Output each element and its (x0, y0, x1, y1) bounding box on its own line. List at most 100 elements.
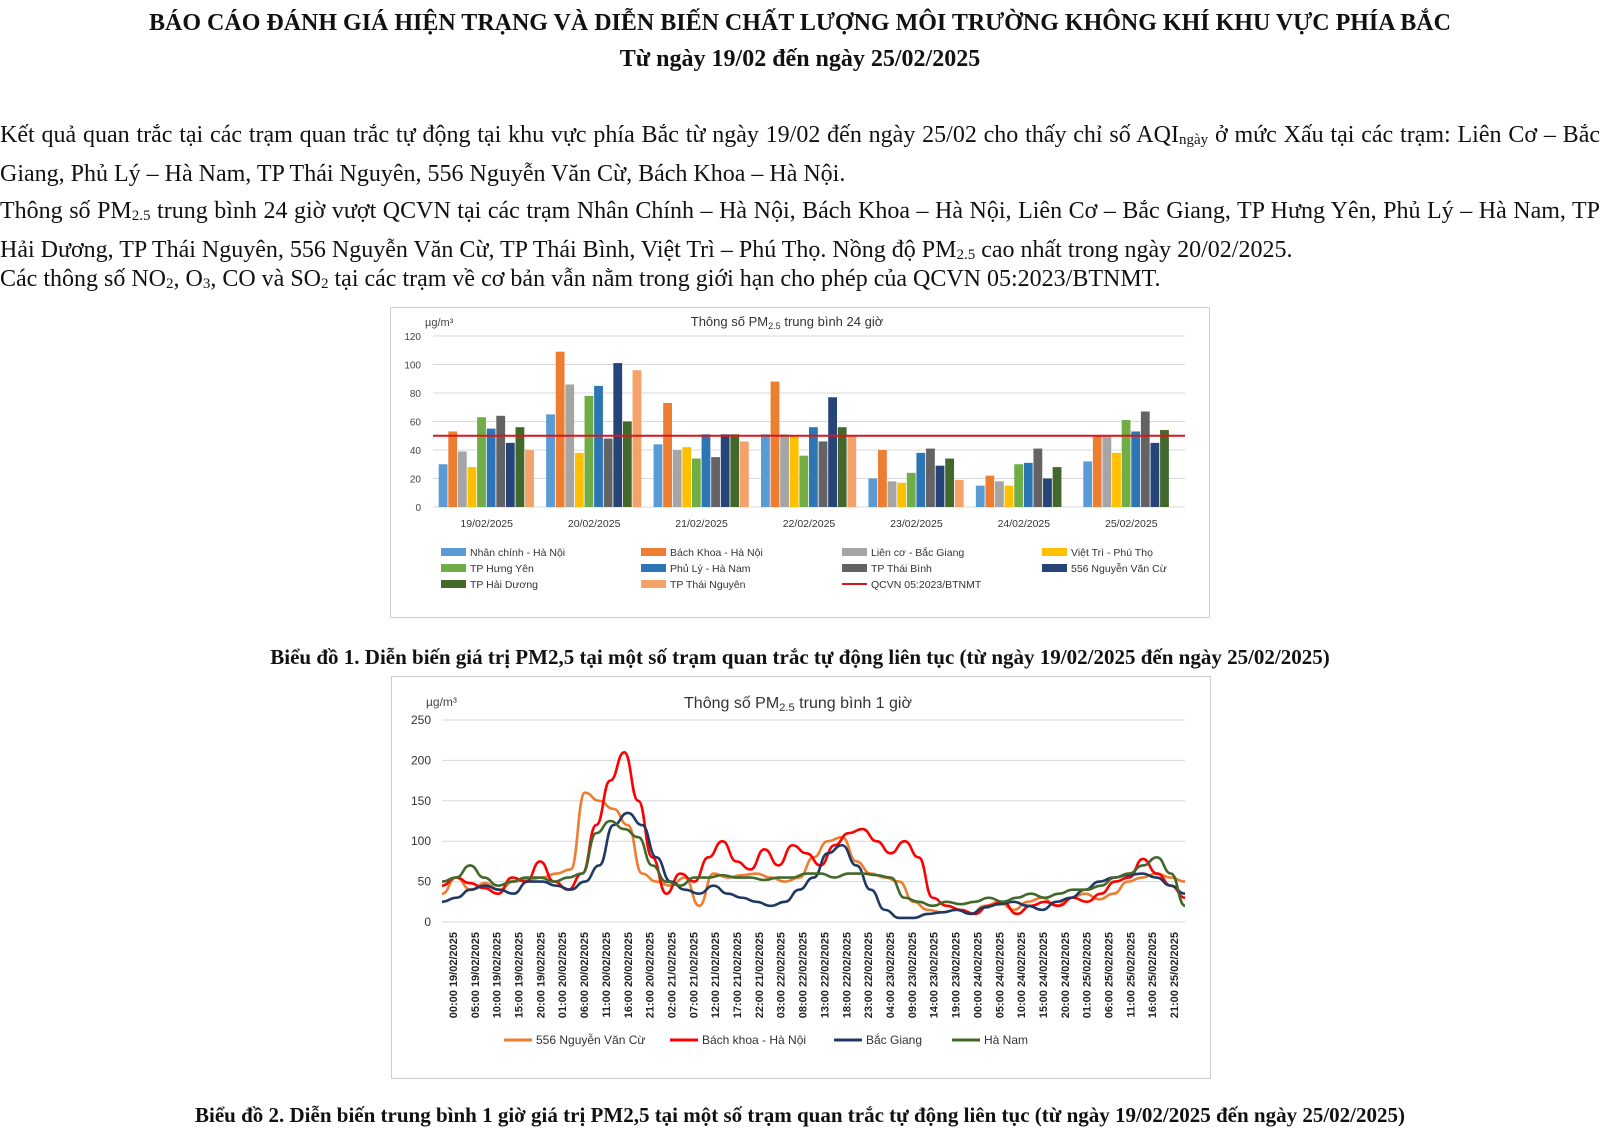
paragraph-other-params: Các thông số NO2, O3, CO và SO2 tại các … (0, 262, 1600, 301)
p3-subscript-3: 2 (321, 276, 329, 292)
chart1-bar (878, 450, 887, 507)
chart1-bar (1014, 464, 1024, 507)
chart1-bar (926, 448, 935, 507)
chart2-xtick: 05:00 24/02/2025 (994, 932, 1006, 1018)
chart1-bar (663, 402, 672, 507)
chart2-legend-label: Bách khoa - Hà Nội (702, 1033, 806, 1047)
chart2-xtick: 10:00 24/02/2025 (1016, 932, 1028, 1018)
chart1-ytick: 60 (410, 418, 422, 429)
chart1-legend-label: Nhân chính - Hà Nội (470, 547, 565, 559)
chart1-xtick: 23/02/2025 (890, 518, 943, 530)
chart1-ytick: 40 (410, 446, 422, 457)
chart1-bar (1083, 461, 1093, 507)
caption1-text-a: Biểu đồ 1. Diễn biến giá trị PM (270, 645, 548, 669)
chart1-bar (945, 458, 955, 507)
chart1-bar (828, 397, 837, 507)
chart1-bar (761, 434, 770, 507)
chart1-legend-label: TP Thái Bình (871, 563, 932, 575)
chart1-bar (1023, 462, 1033, 507)
chart2-xtick: 05:00 19/02/2025 (470, 932, 482, 1018)
chart1-bar (448, 431, 458, 507)
line-chart-svg: Thông số PM2.5 trung bình 1 giờ µg/m³ 0 50 1… (411, 695, 1186, 1047)
report-subtitle: Từ ngày 19/02 đến ngày 25/02/2025 (619, 46, 981, 72)
p3-text-b: , O (173, 266, 203, 292)
chart2-xtick: 01:00 25/02/2025 (1082, 932, 1094, 1018)
chart2-series-line (441, 811, 1186, 920)
chart1-bar (467, 467, 477, 507)
chart2-xtick: 12:00 21/02/2025 (710, 932, 722, 1018)
chart1-bar (555, 351, 565, 507)
chart2-xtick: 06:00 20/02/2025 (579, 932, 591, 1018)
chart1-bar (1004, 485, 1014, 507)
chart1-legend-swatch (441, 564, 466, 572)
chart1-xtick: 24/02/2025 (998, 518, 1051, 530)
chart2-ytick: 0 (424, 915, 431, 929)
chart1-bar (1033, 448, 1043, 507)
p3-subscript-2: 3 (202, 276, 211, 292)
chart2-xtick: 15:00 24/02/2025 (1038, 932, 1050, 1018)
chart1-bar (486, 428, 496, 507)
chart2-legend-label: Bắc Giang (866, 1032, 922, 1047)
chart1-bar (818, 441, 828, 507)
chart-pm25-1h: Thông số PM2.5 trung bình 1 giờ µg/m³ 0 50 1… (391, 676, 1211, 1079)
chart2-ytick: 100 (411, 834, 431, 848)
chart1-bar (847, 435, 857, 507)
chart1-bar (672, 450, 682, 507)
chart2-xtick: 23:00 22/02/2025 (863, 932, 875, 1018)
chart1-legend-swatch (641, 564, 666, 572)
chart1-xtick: 20/02/2025 (568, 518, 621, 530)
chart2-xtick: 11:00 25/02/2025 (1125, 932, 1137, 1018)
chart1-legend-label: Bách Khoa - Hà Nội (670, 547, 763, 559)
chart1-bar (565, 384, 575, 507)
chart2-ytick: 200 (411, 753, 431, 767)
chart1-bar (935, 465, 945, 507)
p1-text-b: ở mức Xấu tại các trạm: Liên Cơ – Bắc Gi… (0, 122, 1600, 187)
chart1-bar (897, 482, 907, 507)
chart2-xtick: 19:00 23/02/2025 (951, 932, 963, 1018)
chart2-xtick: 06:00 25/02/2025 (1104, 932, 1116, 1018)
chart1-bar (1140, 411, 1150, 507)
chart2-xtick: 01:00 20/02/2025 (557, 932, 569, 1018)
chart2-caption: Biểu đồ 2. Diễn biến trung bình 1 giờ gi… (0, 1101, 1600, 1129)
chart1-title: Thông số PM2.5 trung bình 24 giờ (691, 314, 884, 331)
chart2-xtick: 20:00 19/02/2025 (535, 932, 547, 1018)
chart2-xtick: 22:00 21/02/2025 (754, 932, 766, 1018)
chart2-title: Thông số PM2.5 trung bình 1 giờ (684, 695, 912, 714)
chart1-bar (1150, 442, 1160, 507)
chart1-bar (496, 415, 506, 507)
chart1-bar (574, 452, 584, 507)
chart2-xtick: 14:00 23/02/2025 (929, 932, 941, 1018)
chart2-ylabel: µg/m³ (426, 695, 457, 709)
chart1-ytick: 20 (410, 475, 422, 486)
chart2-xtick: 11:00 20/02/2025 (601, 932, 613, 1018)
chart1-bar (594, 385, 603, 507)
caption2-number: 2,5 (623, 1103, 650, 1127)
chart1-legend-swatch (1042, 548, 1067, 556)
chart1-ytick: 120 (404, 332, 421, 343)
paragraph-pm25: Thông số PM2.5 trung bình 24 giờ vượt QC… (0, 194, 1600, 272)
p3-text-d: tại các trạm về cơ bản vẫn nằm trong giớ… (328, 266, 1161, 292)
chart1-bar (954, 479, 964, 507)
p2-text-c: cao nhất trong ngày 20/02/2025. (975, 237, 1293, 263)
chart2-xtick: 02:00 21/02/2025 (666, 932, 678, 1018)
chart1-bar (780, 434, 789, 507)
chart1-legend-swatch (641, 548, 666, 556)
chart1-bar (809, 427, 818, 507)
caption1-text-b: tại một số trạm quan trắc tự động liên t… (574, 645, 1330, 669)
chart1-bar (682, 447, 692, 507)
chart1-bar (546, 414, 555, 507)
p2-subscript-1: 2.5 (131, 208, 151, 224)
chart1-bar (457, 451, 467, 507)
chart1-ylabel: µg/m³ (425, 317, 454, 329)
chart1-legend-swatch (1042, 564, 1067, 572)
p1-subscript: ngày (1178, 132, 1209, 148)
chart1-legend-label: Liên cơ - Bắc Giang (871, 546, 964, 559)
chart1-bar (1052, 467, 1062, 507)
p3-text-c: , CO và SO (210, 266, 321, 292)
p3-text-a: Các thông số NO (0, 266, 166, 292)
chart1-legend-label: 556 Nguyễn Văn Cừ (1071, 562, 1167, 575)
chart1-bar (720, 434, 730, 507)
p2-text-a: Thông số PM (0, 198, 132, 224)
bar-chart-svg: Thông số PM2.5 trung bình 24 giờ µg/m³ 0 20… (404, 314, 1185, 591)
chart1-ytick: 80 (410, 389, 422, 400)
